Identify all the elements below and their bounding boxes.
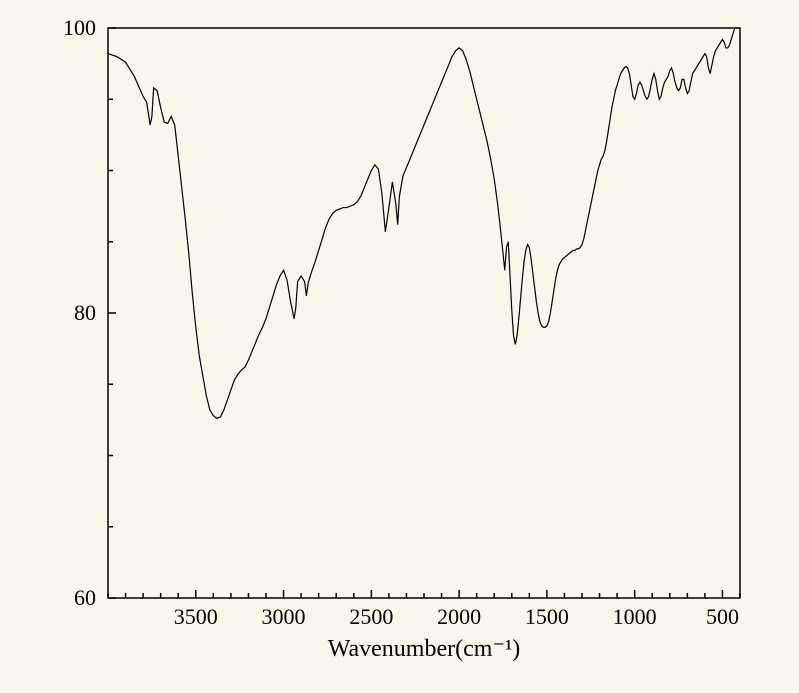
chart-background — [0, 0, 799, 693]
y-tick-label: 80 — [74, 300, 96, 325]
x-tick-label: 500 — [706, 604, 739, 629]
x-tick-label: 1500 — [525, 604, 569, 629]
y-tick-label: 100 — [63, 15, 96, 40]
x-axis-label: Wavenumber(cm⁻¹) — [328, 636, 521, 662]
ir-spectrum-chart: 60 80 100 3500 3000 2500 2000 1500 1000 500 Wave… — [0, 0, 799, 693]
y-tick-label: 60 — [74, 585, 96, 610]
x-tick-label: 2500 — [349, 604, 393, 629]
x-tick-label: 2000 — [437, 604, 481, 629]
x-tick-label: 1000 — [613, 604, 657, 629]
x-tick-label: 3500 — [174, 604, 218, 629]
x-tick-label: 3000 — [262, 604, 306, 629]
chart-container: 60 80 100 3500 3000 2500 2000 1500 1000 500 Wave… — [0, 0, 799, 693]
